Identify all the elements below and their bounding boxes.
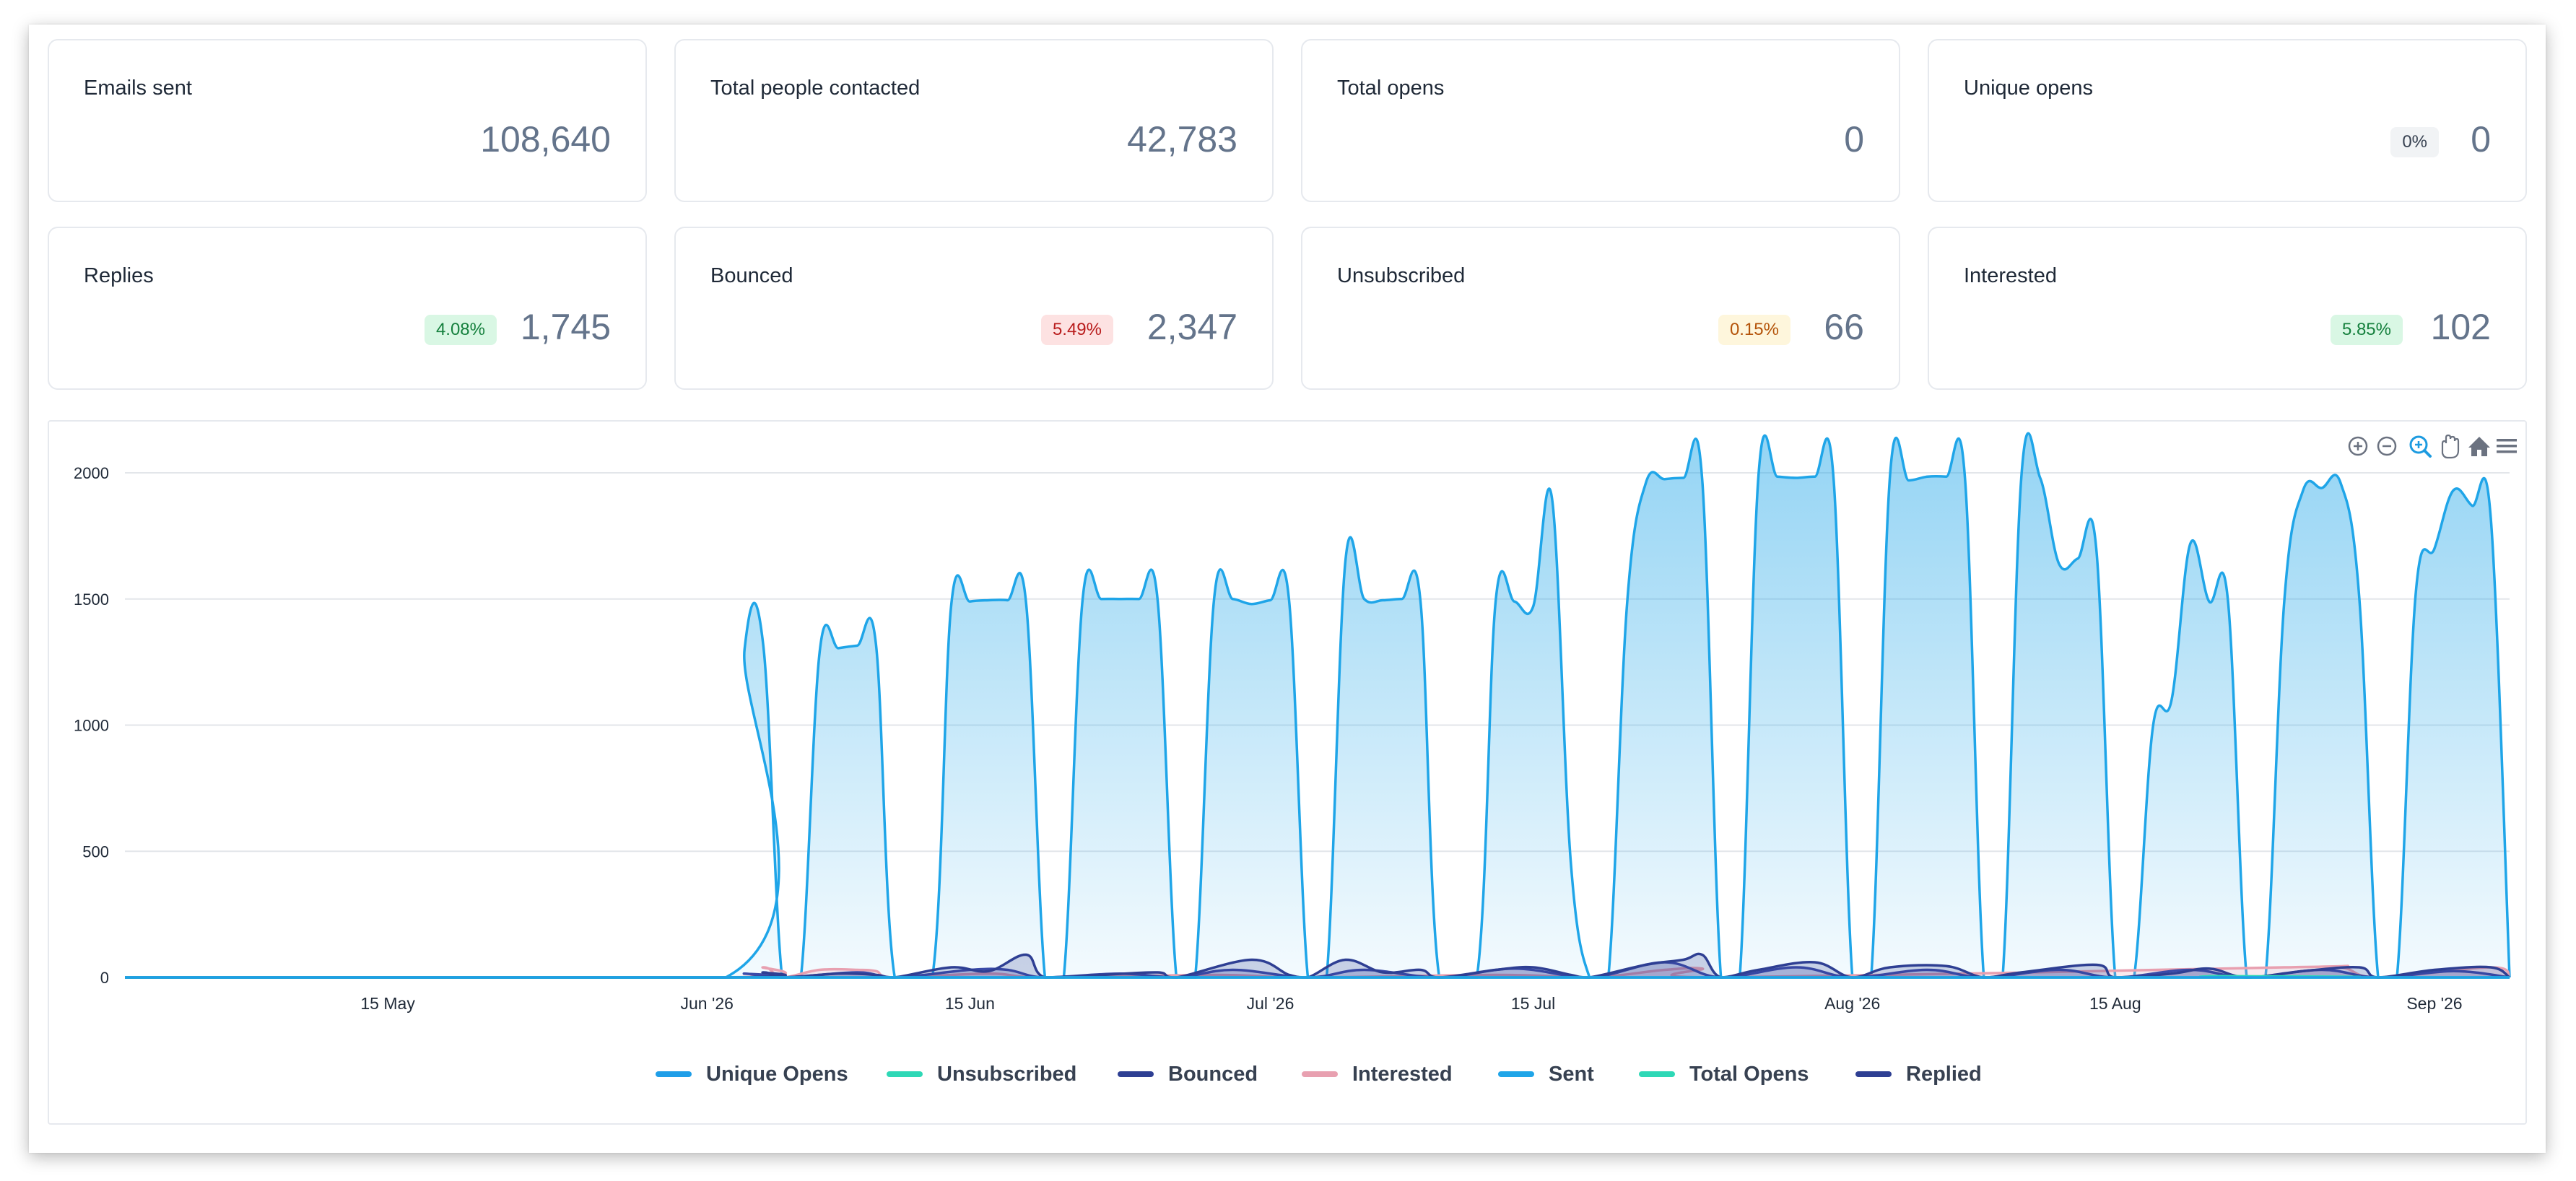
y-tick-label: 0 bbox=[100, 969, 109, 987]
legend-marker bbox=[656, 1071, 692, 1077]
x-tick-label: 15 May bbox=[360, 994, 415, 1013]
x-tick-label: Sep '26 bbox=[2406, 994, 2462, 1013]
stat-title: Bounced bbox=[710, 264, 793, 287]
series-area-bounced bbox=[125, 962, 2510, 977]
series-area-sent bbox=[125, 433, 2510, 977]
stat-value: 66 bbox=[1824, 307, 1864, 347]
campaign-chart-card: 0 500 1000 1500 2000 15 May Jun '26 15 Jun Jul … bbox=[48, 420, 2527, 1125]
y-tick-label: 2000 bbox=[74, 464, 109, 482]
menu-icon[interactable] bbox=[2497, 439, 2517, 453]
stat-title: Unique opens bbox=[1964, 77, 2093, 100]
stat-percent-badge: 0% bbox=[2390, 127, 2439, 157]
stat-value: 102 bbox=[2430, 307, 2491, 347]
stat-card-total-people-contacted: Total people contacted 42,783 bbox=[674, 39, 1274, 202]
pan-icon[interactable] bbox=[2441, 434, 2460, 459]
dashboard-window: Emails sent 108,640 Total people contact… bbox=[29, 25, 2546, 1153]
zoom-in-icon[interactable] bbox=[2348, 436, 2368, 456]
legend-item-interested[interactable]: Interested bbox=[1302, 1063, 1453, 1086]
legend-label: Replied bbox=[1906, 1063, 1982, 1086]
chart-toolbar bbox=[2348, 434, 2517, 459]
legend-label: Unsubscribed bbox=[937, 1063, 1076, 1086]
legend-label: Total Opens bbox=[1689, 1063, 1809, 1086]
stat-card-emails-sent: Emails sent 108,640 bbox=[48, 39, 647, 202]
x-tick-label: Aug '26 bbox=[1824, 994, 1880, 1013]
stat-card-replies: Replies 4.08% 1,745 bbox=[48, 227, 647, 390]
series-line-sent[interactable] bbox=[125, 432, 2511, 979]
x-tick-label: Jun '26 bbox=[681, 994, 734, 1013]
series-line-replied[interactable] bbox=[125, 952, 2511, 979]
zoom-selection-icon[interactable] bbox=[2409, 435, 2432, 458]
stat-percent-badge: 4.08% bbox=[424, 315, 497, 345]
stat-percent-badge: 0.15% bbox=[1718, 315, 1790, 345]
stat-title: Total people contacted bbox=[710, 77, 921, 100]
stat-value: 2,347 bbox=[1146, 307, 1237, 347]
legend-label: Interested bbox=[1352, 1063, 1453, 1086]
x-tick-label: 15 Jun bbox=[945, 994, 995, 1013]
legend-marker bbox=[1118, 1071, 1154, 1077]
legend-marker bbox=[1639, 1071, 1675, 1077]
y-axis-ticks: 0 500 1000 1500 2000 bbox=[74, 464, 109, 987]
y-tick-label: 500 bbox=[82, 842, 109, 860]
campaign-area-chart[interactable]: 0 500 1000 1500 2000 15 May Jun '26 15 Jun Jul … bbox=[49, 422, 2525, 1123]
legend-item-total-opens[interactable]: Total Opens bbox=[1639, 1063, 1809, 1086]
legend-marker bbox=[1855, 1071, 1892, 1077]
stat-title: Emails sent bbox=[84, 77, 192, 100]
stat-card-unsubscribed: Unsubscribed 0.15% 66 bbox=[1301, 227, 1900, 390]
stat-title: Unsubscribed bbox=[1337, 264, 1466, 287]
stat-value: 1,745 bbox=[520, 307, 611, 347]
stat-percent-badge: 5.85% bbox=[2330, 315, 2403, 345]
stat-title: Replies bbox=[84, 264, 154, 287]
legend-label: Unique Opens bbox=[706, 1063, 848, 1086]
stat-percent-badge: 5.49% bbox=[1040, 315, 1113, 345]
legend-marker bbox=[887, 1071, 923, 1077]
legend-marker bbox=[1498, 1071, 1534, 1077]
home-icon[interactable] bbox=[2468, 437, 2490, 456]
series-layer bbox=[125, 432, 2511, 979]
legend-item-bounced[interactable]: Bounced bbox=[1118, 1063, 1258, 1086]
zoom-out-icon[interactable] bbox=[2377, 436, 2397, 456]
stat-value: 0 bbox=[1844, 119, 1864, 160]
legend-label: Bounced bbox=[1168, 1063, 1258, 1086]
stat-card-unique-opens: Unique opens 0% 0 bbox=[1928, 39, 2527, 202]
stat-card-bounced: Bounced 5.49% 2,347 bbox=[674, 227, 1274, 390]
legend-marker bbox=[1302, 1071, 1338, 1077]
stat-title: Total opens bbox=[1337, 77, 1445, 100]
legend-item-replied[interactable]: Replied bbox=[1855, 1063, 1982, 1086]
stat-card-total-opens: Total opens 0 bbox=[1301, 39, 1900, 202]
legend-item-unsubscribed[interactable]: Unsubscribed bbox=[887, 1063, 1076, 1086]
stat-value: 42,783 bbox=[1127, 119, 1237, 160]
chart-legend: Unique Opens Unsubscribed Bounced Intereste… bbox=[656, 1063, 1982, 1086]
legend-label: Sent bbox=[1549, 1063, 1594, 1086]
x-tick-label: 15 Jul bbox=[1511, 994, 1555, 1013]
x-axis-ticks: 15 May Jun '26 15 Jun Jul '26 15 Jul Aug '26 1… bbox=[360, 994, 2462, 1013]
series-area-replied bbox=[125, 954, 2510, 977]
x-tick-label: 15 Aug bbox=[2089, 994, 2141, 1013]
legend-item-sent[interactable]: Sent bbox=[1498, 1063, 1594, 1086]
stat-value: 108,640 bbox=[480, 119, 611, 160]
stat-title: Interested bbox=[1964, 264, 2057, 287]
y-tick-label: 1000 bbox=[74, 717, 109, 735]
y-tick-label: 1500 bbox=[74, 590, 109, 609]
stat-value: 0 bbox=[2471, 119, 2491, 160]
x-tick-label: Jul '26 bbox=[1247, 994, 1294, 1013]
stat-card-interested: Interested 5.85% 102 bbox=[1928, 227, 2527, 390]
legend-item-unique-opens[interactable]: Unique Opens bbox=[656, 1063, 848, 1086]
